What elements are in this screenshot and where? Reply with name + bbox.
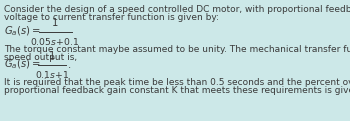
Text: 1: 1 xyxy=(52,18,58,28)
Text: $0.1s\!+\!1$: $0.1s\!+\!1$ xyxy=(35,69,69,80)
Text: proportional feedback gain constant K that meets these requirements is given by:: proportional feedback gain constant K th… xyxy=(4,86,350,95)
Text: .: . xyxy=(68,60,71,70)
Text: $G_a(s)=$: $G_a(s)=$ xyxy=(4,57,41,71)
Text: voltage to current transfer function is given by:: voltage to current transfer function is … xyxy=(4,13,219,22)
Text: It is required that the peak time be less than 0.5 seconds and the percent overs: It is required that the peak time be les… xyxy=(4,78,350,87)
Text: 1: 1 xyxy=(49,51,55,61)
Text: Consider the design of a speed controlled DC motor, with proportional feedback c: Consider the design of a speed controlle… xyxy=(4,5,350,14)
Text: The torque constant maybe assumed to be unity. The mechanical transfer function : The torque constant maybe assumed to be … xyxy=(4,45,350,54)
Text: $G_a(s)=$: $G_a(s)=$ xyxy=(4,24,41,38)
Text: $0.05s\!+\!0.1$: $0.05s\!+\!0.1$ xyxy=(30,36,80,47)
Text: speed output is,: speed output is, xyxy=(4,53,77,62)
